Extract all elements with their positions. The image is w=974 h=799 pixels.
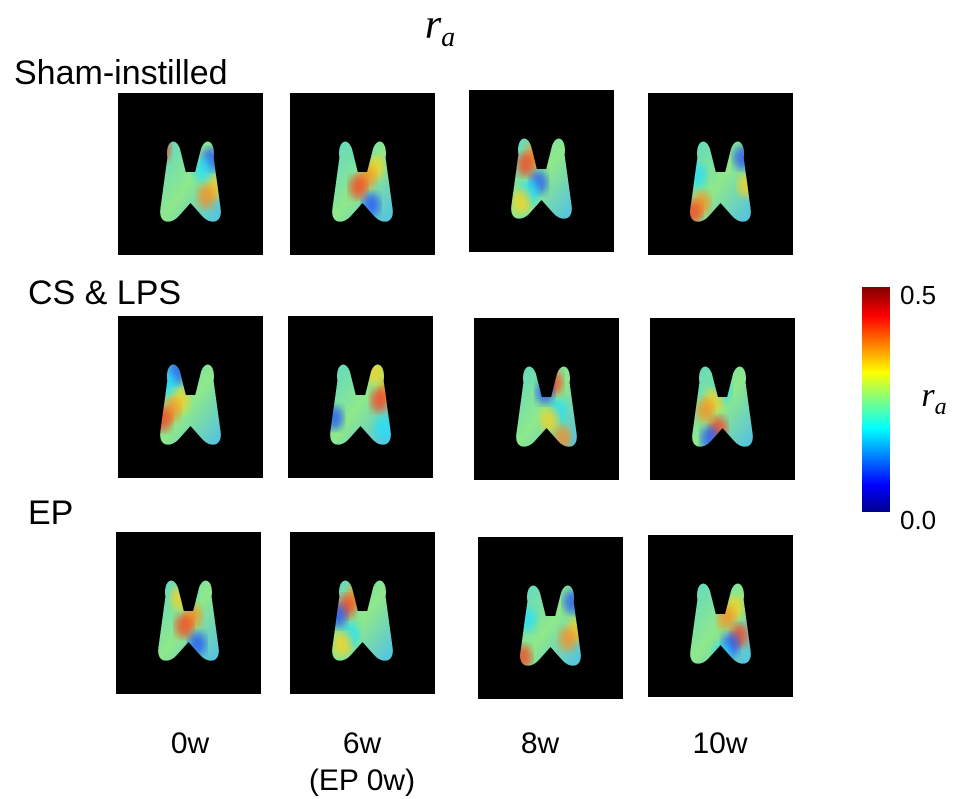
lung-map bbox=[511, 138, 572, 219]
figure-title: ra bbox=[425, 2, 455, 54]
column-label: 0w bbox=[171, 727, 210, 760]
row-label: CS & LPS bbox=[28, 274, 181, 312]
lung-map bbox=[516, 366, 577, 447]
colorbar bbox=[862, 287, 890, 512]
column-note: (EP 0w) bbox=[309, 764, 415, 797]
column-label: 6w bbox=[343, 727, 382, 760]
row-label: Sham-instilled bbox=[14, 54, 228, 92]
column-label: 8w bbox=[521, 727, 560, 760]
colorbar-tick-label: 0.0 bbox=[900, 505, 936, 535]
lung-map bbox=[520, 585, 581, 666]
colorbar-label: ra bbox=[921, 377, 946, 420]
panel-grid bbox=[116, 90, 795, 699]
row-label: EP bbox=[28, 494, 73, 532]
column-label: 10w bbox=[692, 727, 747, 760]
colorbar-tick-label: 0.5 bbox=[900, 280, 936, 310]
